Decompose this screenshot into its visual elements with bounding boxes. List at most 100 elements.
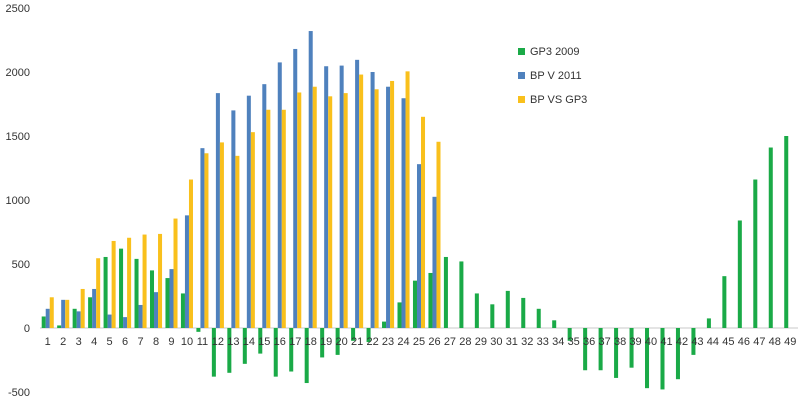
bar-gp3-2009-40: [645, 328, 650, 389]
bar-gp3-2009-3: [72, 308, 77, 328]
x-tick-label: 14: [243, 336, 255, 348]
bar-bp-v-2011-7: [138, 304, 143, 328]
x-tick-label: 43: [691, 336, 703, 348]
y-tick-label: 1500: [6, 131, 30, 143]
bar-gp3-2009-44: [706, 318, 711, 328]
bar-gp3-2009-11: [196, 328, 201, 332]
x-tick-label: 11: [197, 336, 208, 348]
bar-bp-v-2011-23: [386, 86, 391, 328]
bar-bp-v-2011-10: [184, 215, 189, 328]
x-tick-label: 19: [320, 336, 332, 348]
x-tick-label: 37: [599, 336, 611, 348]
x-tick-label: 8: [153, 336, 159, 348]
bar-gp3-2009-25: [412, 280, 417, 328]
bar-gp3-2009-32: [521, 297, 526, 328]
bar-gp3-2009-34: [552, 320, 557, 328]
x-tick-label: 6: [122, 336, 128, 348]
bar-bp-v-2011-15: [262, 84, 267, 328]
bar-bp-v-2011-26: [432, 196, 437, 328]
bar-gp3-2009-12: [211, 328, 216, 377]
bar-bp-vs-gp3-2: [65, 299, 70, 328]
x-tick-label: 30: [490, 336, 502, 348]
bar-bp-vs-gp3-10: [188, 179, 193, 328]
bar-bp-vs-gp3-16: [281, 109, 286, 328]
bar-bp-v-2011-6: [123, 317, 128, 328]
bar-gp3-2009-4: [88, 297, 93, 328]
bar-gp3-2009-30: [490, 304, 495, 328]
x-tick-label: 18: [305, 336, 317, 348]
bar-bp-v-2011-12: [215, 93, 220, 329]
bar-bp-vs-gp3-26: [436, 141, 441, 328]
x-tick-label: 32: [521, 336, 533, 348]
x-tick-label: 31: [506, 336, 518, 348]
bar-gp3-2009-42: [675, 328, 680, 380]
y-tick-label: 2000: [6, 67, 30, 79]
x-tick-label: 34: [552, 336, 564, 348]
x-tick-label: 17: [289, 336, 301, 348]
bar-gp3-2009-17: [289, 328, 294, 372]
x-tick-label: 22: [366, 336, 378, 348]
x-tick-label: 15: [258, 336, 270, 348]
bar-bp-vs-gp3-1: [49, 297, 54, 328]
bar-gp3-2009-48: [768, 147, 773, 328]
x-tick-label: 25: [413, 336, 425, 348]
bar-gp3-2009-13: [227, 328, 232, 373]
x-tick-label: 3: [76, 336, 82, 348]
bar-gp3-2009-47: [753, 179, 758, 328]
bar-gp3-2009-19: [320, 328, 325, 358]
bar-bp-v-2011-16: [277, 62, 282, 329]
bar-gp3-2009-36: [583, 328, 588, 371]
x-tick-label: 29: [475, 336, 487, 348]
bar-gp3-2009-1: [41, 316, 46, 328]
x-axis: 1 2 3 4 5 6 7 8 9 10 11 12 13 14 15 16 17 18 19 20 21 22 23 24 2…: [45, 336, 797, 348]
x-tick-label: 38: [614, 336, 626, 348]
bar-bp-v-2011-4: [92, 288, 97, 328]
x-tick-label: 16: [274, 336, 286, 348]
x-tick-label: 24: [397, 336, 409, 348]
x-tick-label: 13: [227, 336, 239, 348]
bar-bp-vs-gp3-20: [343, 93, 348, 329]
x-tick-label: 4: [91, 336, 97, 348]
x-tick-label: 26: [428, 336, 440, 348]
bar-gp3-2009-21: [351, 328, 356, 341]
x-tick-label: 12: [212, 336, 224, 348]
bar-bp-v-2011-8: [154, 292, 159, 328]
bar-gp3-2009-22: [366, 328, 371, 343]
bar-bp-v-2011-5: [107, 314, 112, 328]
bar-gp3-2009-9: [165, 278, 170, 328]
bar-bp-vs-gp3-15: [266, 109, 271, 328]
bar-bp-vs-gp3-24: [405, 71, 410, 329]
x-tick-label: 2: [60, 336, 66, 348]
bar-bp-vs-gp3-7: [142, 234, 147, 328]
bar-bp-vs-gp3-25: [421, 116, 426, 328]
bar-bp-vs-gp3-4: [96, 258, 101, 328]
x-tick-label: 5: [107, 336, 113, 348]
bar-gp3-2009-27: [443, 256, 448, 328]
bar-gp3-2009-23: [382, 321, 387, 328]
bar-bp-vs-gp3-13: [235, 155, 240, 328]
bar-bp-v-2011-11: [200, 148, 205, 328]
bar-gp3-2009-5: [103, 256, 108, 328]
bar-gp3-2009-35: [567, 328, 572, 341]
x-tick-label: 39: [629, 336, 641, 348]
bar-bp-vs-gp3-9: [173, 218, 178, 328]
bar-gp3-2009-43: [691, 328, 696, 355]
bar-gp3-2009-7: [134, 258, 139, 328]
bar-gp3-2009-29: [474, 293, 479, 328]
bar-gp3-2009-14: [242, 328, 247, 364]
bar-gp3-2009-37: [598, 328, 603, 371]
bar-gp3-2009-49: [784, 136, 789, 328]
x-tick-label: 1: [45, 336, 51, 348]
bar-gp3-2009-26: [428, 272, 433, 328]
bar-gp3-2009-8: [149, 270, 155, 328]
bar-bp-v-2011-19: [324, 66, 329, 329]
bar-gp3-2009-16: [273, 328, 278, 377]
y-tick-label: 1000: [6, 195, 30, 207]
bar-gp3-2009-38: [614, 328, 619, 378]
y-tick-label: 2500: [6, 3, 30, 15]
x-tick-label: 7: [137, 336, 143, 348]
bar-gp3-2009-41: [660, 328, 665, 390]
x-tick-label: 40: [645, 336, 657, 348]
bar-bp-vs-gp3-14: [250, 132, 255, 328]
